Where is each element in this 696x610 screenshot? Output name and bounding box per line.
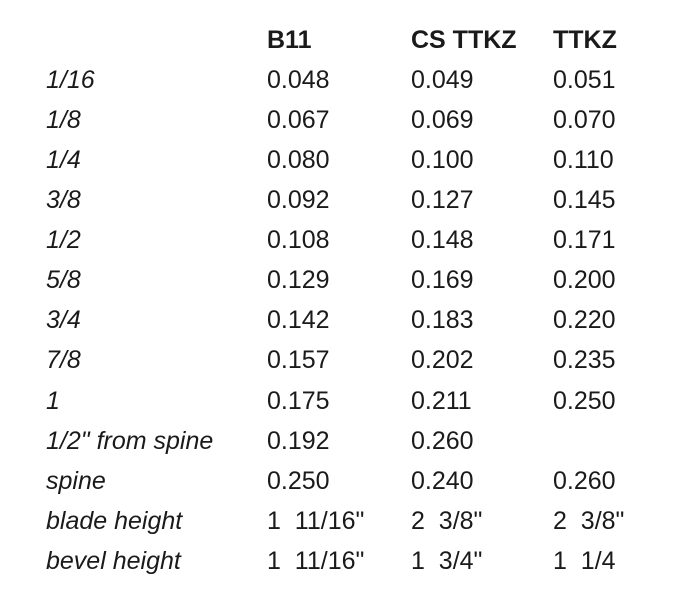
table-row: blade height 1 11/16" 2 3/8" 2 3/8": [0, 501, 696, 541]
table-row: 3/8 0.092 0.127 0.145: [0, 180, 696, 220]
row-label: bevel height: [46, 547, 181, 575]
cell-cs-ttkz: 0.148: [411, 226, 474, 254]
table-row: 1/4 0.080 0.100 0.110: [0, 140, 696, 180]
cell-cs-ttkz: 0.260: [411, 427, 474, 455]
column-header-ttkz: TTKZ: [553, 26, 617, 54]
table-row: 3/4 0.142 0.183 0.220: [0, 300, 696, 340]
cell-cs-ttkz: 1 3/4": [411, 547, 483, 575]
row-label: 3/4: [46, 306, 81, 334]
row-label: 1/8: [46, 106, 81, 134]
row-label: 1/4: [46, 146, 81, 174]
cell-b11: 0.175: [267, 387, 330, 415]
table-row: 1/8 0.067 0.069 0.070: [0, 100, 696, 140]
cell-ttkz: 0.171: [553, 226, 616, 254]
cell-ttkz: 0.250: [553, 387, 616, 415]
cell-cs-ttkz: 0.202: [411, 346, 474, 374]
row-label: 3/8: [46, 186, 81, 214]
cell-ttkz: 1 1/4: [553, 547, 616, 575]
table-row: 7/8 0.157 0.202 0.235: [0, 340, 696, 380]
table-row: 1/16 0.048 0.049 0.051: [0, 60, 696, 100]
table-row: 5/8 0.129 0.169 0.200: [0, 260, 696, 300]
cell-ttkz: 0.235: [553, 346, 616, 374]
cell-cs-ttkz: 0.100: [411, 146, 474, 174]
row-label: 1: [46, 387, 60, 415]
cell-b11: 0.129: [267, 266, 330, 294]
column-header-cs-ttkz: CS TTKZ: [411, 26, 517, 54]
cell-ttkz: 0.260: [553, 467, 616, 495]
cell-b11: 0.157: [267, 346, 330, 374]
row-label: spine: [46, 467, 106, 495]
cell-b11: 0.250: [267, 467, 330, 495]
column-header-b11: B11: [267, 26, 312, 54]
cell-ttkz: 0.220: [553, 306, 616, 334]
cell-b11: 0.142: [267, 306, 330, 334]
cell-ttkz: 0.145: [553, 186, 616, 214]
table-row: bevel height 1 11/16" 1 3/4" 1 1/4: [0, 541, 696, 581]
table-row: spine 0.250 0.240 0.260: [0, 461, 696, 501]
row-label: 1/16: [46, 66, 95, 94]
cell-b11: 1 11/16": [267, 547, 365, 575]
row-label: blade height: [46, 507, 183, 535]
row-label: 5/8: [46, 266, 81, 294]
cell-cs-ttkz: 0.211: [411, 387, 472, 415]
table-row: 1/2 0.108 0.148 0.171: [0, 220, 696, 260]
cell-b11: 0.048: [267, 66, 330, 94]
cell-ttkz: 0.110: [553, 146, 614, 174]
cell-cs-ttkz: 2 3/8": [411, 507, 483, 535]
cell-ttkz: 0.070: [553, 106, 616, 134]
cell-cs-ttkz: 0.127: [411, 186, 474, 214]
row-label: 1/2" from spine: [46, 427, 214, 455]
cell-b11: 0.067: [267, 106, 330, 134]
cell-cs-ttkz: 0.169: [411, 266, 474, 294]
cell-cs-ttkz: 0.240: [411, 467, 474, 495]
table-row: 1 0.175 0.211 0.250: [0, 381, 696, 421]
cell-b11: 0.192: [267, 427, 330, 455]
table-header-row: B11 CS TTKZ TTKZ: [0, 20, 696, 60]
cell-ttkz: 0.200: [553, 266, 616, 294]
cell-b11: 0.080: [267, 146, 330, 174]
cell-b11: 1 11/16": [267, 507, 365, 535]
cell-ttkz: 2 3/8": [553, 507, 625, 535]
table-row: 1/2" from spine 0.192 0.260: [0, 421, 696, 461]
cell-ttkz: 0.051: [553, 66, 616, 94]
row-label: 7/8: [46, 346, 81, 374]
cell-b11: 0.092: [267, 186, 330, 214]
cell-cs-ttkz: 0.049: [411, 66, 474, 94]
row-label: 1/2: [46, 226, 81, 254]
cell-cs-ttkz: 0.069: [411, 106, 474, 134]
cell-b11: 0.108: [267, 226, 330, 254]
cell-cs-ttkz: 0.183: [411, 306, 474, 334]
